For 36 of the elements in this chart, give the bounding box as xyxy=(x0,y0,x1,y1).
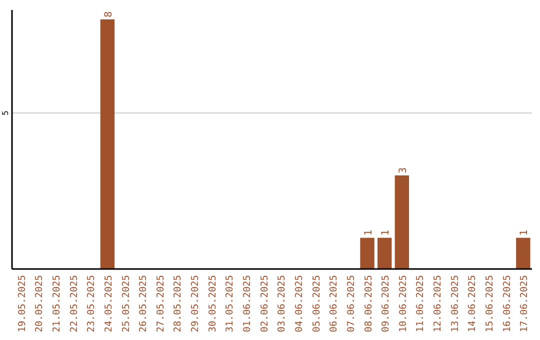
x-tick-label: 04.06.2025 xyxy=(294,275,305,332)
x-tick-label: 07.06.2025 xyxy=(346,275,357,332)
x-tick-label: 08.06.2025 xyxy=(363,275,374,332)
x-tick-label: 02.06.2025 xyxy=(259,275,270,332)
x-tick-label: 14.06.2025 xyxy=(467,275,478,332)
data-label: 1 xyxy=(363,230,374,236)
y-tick-label: 5 xyxy=(1,110,10,116)
x-tick-label: 31.05.2025 xyxy=(224,275,236,332)
x-tick-label: 10.06.2025 xyxy=(398,275,409,332)
x-tick-label: 21.05.2025 xyxy=(51,275,62,332)
x-tick-label: 25.05.2025 xyxy=(120,275,132,332)
x-tick-label: 24.05.2025 xyxy=(103,275,114,332)
x-tick-label: 20.05.2025 xyxy=(34,275,46,332)
data-label: 3 xyxy=(398,167,409,174)
x-tick-label: 29.05.2025 xyxy=(190,275,202,332)
x-tick-label: 11.06.2025 xyxy=(415,275,426,332)
x-tick-label: 13.06.2025 xyxy=(450,275,461,332)
x-tick-label: 28.05.2025 xyxy=(172,275,184,332)
x-tick-label: 15.06.2025 xyxy=(484,275,496,332)
x-tick-label: 12.06.2025 xyxy=(432,275,444,332)
x-tick-label: 19.05.2025 xyxy=(16,275,28,332)
x-tick-label: 27.05.2025 xyxy=(155,275,166,332)
x-tick-label: 03.06.2025 xyxy=(276,275,288,332)
data-label: 8 xyxy=(103,11,114,18)
x-tick-label: 05.06.2025 xyxy=(311,275,322,332)
x-tick-label: 16.06.2025 xyxy=(502,275,513,332)
x-tick-label: 01.06.2025 xyxy=(242,275,254,332)
x-tick-label: 26.05.2025 xyxy=(138,275,150,332)
x-tick-label: 06.06.2025 xyxy=(328,275,340,332)
data-label: 1 xyxy=(519,230,530,236)
data-label: 1 xyxy=(380,230,392,236)
x-tick-label: 23.05.2025 xyxy=(86,275,98,332)
x-tick-label: 22.05.2025 xyxy=(68,275,80,332)
x-tick-label: 09.06.2025 xyxy=(380,275,392,332)
x-tick-label: 17.06.2025 xyxy=(519,275,530,332)
x-tick-label: 30.05.2025 xyxy=(207,275,218,332)
